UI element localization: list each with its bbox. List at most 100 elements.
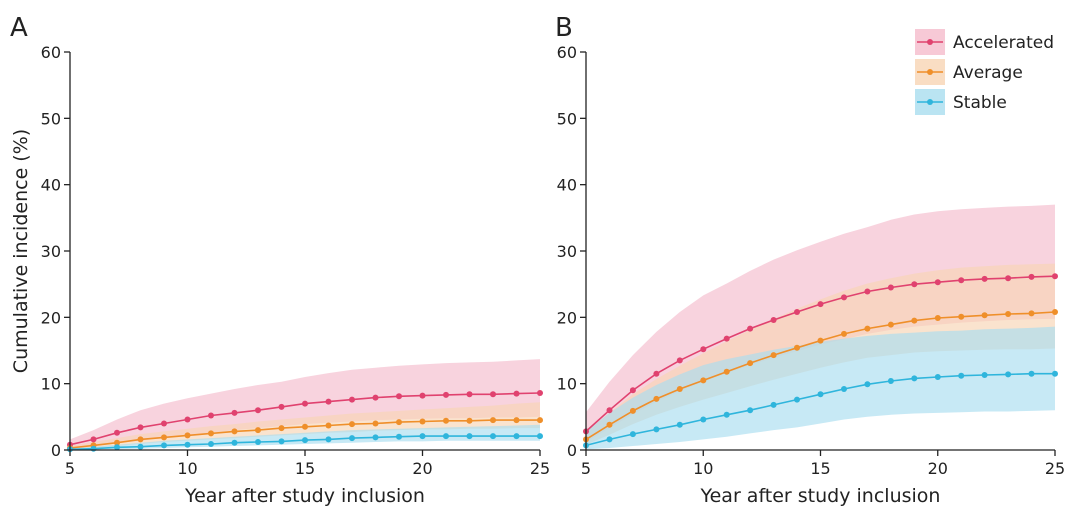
- panel-a-average-point: [537, 417, 543, 424]
- panel-a-average-point: [372, 420, 379, 427]
- panel-a-y-tick-label: 40: [41, 176, 61, 195]
- panel-a-accelerated-point: [302, 400, 308, 407]
- legend-accelerated-marker: [927, 39, 933, 45]
- panel-b-stable-point: [841, 386, 847, 392]
- panel-b-stable-point: [1052, 370, 1058, 377]
- panel-a-average-point: [419, 418, 426, 425]
- panel-a-x-tick-label: 5: [65, 459, 75, 478]
- panel-b-average-point: [747, 360, 754, 367]
- panel-b-average-point: [841, 330, 847, 337]
- panel-b-average-point: [606, 421, 613, 428]
- panel-b-stable-point: [770, 401, 777, 408]
- panel-a-average-point: [490, 417, 496, 424]
- panel-b-accelerated-point: [934, 279, 941, 286]
- panel-b-accelerated-point: [606, 407, 613, 414]
- panel-a-average-point: [137, 436, 144, 443]
- panel-b-y-tick-label: 0: [567, 441, 577, 460]
- panel-a-stable-point: [161, 442, 167, 449]
- panel-a-accelerated-point: [466, 391, 473, 398]
- panel-a-stable-point: [255, 439, 261, 445]
- panel-b-accelerated-point: [817, 301, 824, 308]
- panel-b-stable-point: [606, 436, 613, 443]
- panel-b-x-axis-title: Year after study inclusion: [700, 485, 941, 507]
- panel-a-average-point: [349, 421, 355, 428]
- panel-b-average-point: [981, 312, 988, 319]
- panel-b-letter: B: [555, 13, 573, 43]
- panel-a-accelerated-point: [537, 390, 543, 396]
- panel-a-average-point: [184, 432, 191, 439]
- panel-b-x-tick-label: 25: [1045, 459, 1065, 478]
- panel-b-stable-point: [1028, 370, 1035, 377]
- panel-a-stable-point: [208, 441, 214, 447]
- panel-a-accelerated-point: [184, 416, 191, 423]
- panel-a-accelerated-point: [255, 407, 261, 414]
- panel-b-accelerated-point: [1005, 275, 1012, 282]
- panel-a-stable-point: [231, 439, 238, 446]
- panel-b-y-tick-label: 40: [557, 176, 577, 195]
- panel-b-x-tick-label: 15: [810, 459, 830, 478]
- panel-a-y-tick-label: 50: [41, 109, 61, 128]
- panel-b-x-tick-label: 20: [928, 459, 948, 478]
- legend-accelerated-label: Accelerated: [953, 33, 1054, 53]
- panel-b-average-point: [629, 407, 636, 414]
- panel-b-y-tick-label: 50: [557, 109, 577, 128]
- legend-stable-label: Stable: [953, 93, 1007, 113]
- panel-a-average-point: [161, 434, 167, 441]
- panel-a-average-point: [231, 428, 238, 435]
- panel-a-average-point: [114, 439, 120, 446]
- panel-b-stable-point: [629, 431, 636, 438]
- panel-a-accelerated-point: [372, 394, 379, 401]
- panel-a-accelerated-point: [349, 396, 355, 403]
- panel-a-stable-point: [466, 433, 473, 440]
- panel-a-y-tick-label: 30: [41, 242, 61, 261]
- panel-b-stable-point: [887, 378, 894, 384]
- panel-a-stable-point: [396, 433, 402, 440]
- panel-a-stable-point: [490, 433, 496, 440]
- panel-a-accelerated-point: [396, 393, 402, 400]
- legend-stable-marker: [927, 99, 933, 105]
- panel-a-stable-point: [537, 433, 543, 440]
- panel-a-accelerated-point: [90, 436, 97, 443]
- panel-b-average-point: [864, 325, 871, 332]
- panel-b-stable-point: [1005, 371, 1012, 378]
- panel-b-stable-point: [794, 396, 800, 403]
- panel-b-accelerated-point: [911, 281, 918, 288]
- panel-b-accelerated-point: [958, 277, 965, 284]
- panel-a-x-tick-label: 15: [295, 459, 315, 478]
- panel-b-y-tick-label: 60: [557, 43, 577, 62]
- panel-b-average-point: [723, 368, 730, 375]
- panel-a-accelerated-point: [161, 420, 167, 427]
- panel-a-y-tick-label: 20: [41, 308, 61, 327]
- panel-b-stable-point: [934, 374, 941, 380]
- panel-a-accelerated-point: [114, 429, 120, 436]
- panel-b-accelerated-point: [747, 325, 754, 332]
- panel-a-accelerated-point: [231, 409, 238, 416]
- panel-b-stable-point: [700, 416, 707, 423]
- panel-b-accelerated-point: [841, 294, 847, 301]
- panel-a-stable-point: [114, 444, 120, 451]
- panel-b-average-point: [1028, 310, 1035, 317]
- panel-a-x-tick-label: 10: [177, 459, 197, 478]
- panel-a-average-point: [443, 417, 449, 424]
- panel-b-average-point: [887, 321, 894, 328]
- legend-average-label: Average: [953, 63, 1023, 83]
- panel-b-y-tick-label: 10: [557, 375, 577, 394]
- panel-a-average-point: [208, 430, 214, 437]
- panel-a-stable-point: [90, 445, 97, 452]
- panel-b-average-point: [794, 344, 800, 351]
- panel-a-accelerated-point: [278, 403, 285, 410]
- panel-b-stable-point: [911, 375, 918, 382]
- panel-b-average-point: [911, 317, 918, 324]
- panel-b-stable-point: [958, 372, 965, 379]
- panel-b-accelerated-point: [1028, 273, 1035, 280]
- panel-a-stable-point: [349, 435, 355, 442]
- panel-b-accelerated-point: [864, 288, 871, 295]
- panel-a-y-tick-label: 10: [41, 375, 61, 394]
- panel-a-stable-point: [137, 443, 144, 450]
- panel-a-y-tick-label: 0: [51, 441, 61, 460]
- panel-a-letter: A: [10, 13, 28, 43]
- panel-a-accelerated-point: [208, 412, 214, 419]
- panel-b-y-tick-label: 20: [557, 308, 577, 327]
